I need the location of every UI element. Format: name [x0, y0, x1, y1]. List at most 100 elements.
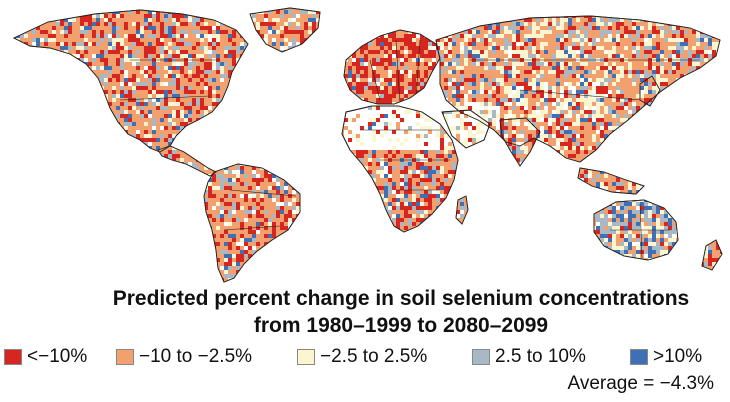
map-cell [152, 74, 156, 78]
map-cell [176, 102, 180, 106]
map-cell [600, 42, 604, 46]
map-cell [580, 106, 584, 110]
map-cell [456, 54, 460, 58]
map-cell [244, 98, 248, 102]
map-cell [596, 86, 600, 90]
map-cell [308, 54, 312, 58]
map-cell [48, 26, 52, 30]
map-cell [644, 110, 648, 114]
map-cell [248, 106, 252, 110]
map-cell [528, 66, 532, 70]
map-cell [160, 110, 164, 114]
map-cell [656, 86, 660, 90]
map-cell [32, 62, 36, 66]
map-cell [616, 98, 620, 102]
map-cell [172, 54, 176, 58]
map-cell [304, 10, 308, 14]
map-cell [324, 66, 328, 70]
map-cell [308, 38, 312, 42]
map-cell [396, 78, 400, 82]
map-cell [176, 30, 180, 34]
map-cell [388, 74, 392, 78]
map-cell [168, 86, 172, 90]
map-cell [260, 102, 264, 106]
map-cell [128, 122, 132, 126]
map-cell [724, 86, 728, 90]
map-cell [664, 50, 668, 54]
map-cell [128, 102, 132, 106]
map-cell [348, 18, 352, 22]
map-cell [700, 8, 704, 10]
map-cell [112, 118, 116, 122]
map-cell [8, 90, 12, 94]
map-cell [496, 78, 500, 82]
map-cell [480, 66, 484, 70]
map-cell [584, 30, 588, 34]
map-cell [676, 70, 680, 74]
map-cell [504, 62, 508, 66]
map-cell [680, 82, 684, 86]
map-cell [132, 78, 136, 82]
map-cell [208, 66, 212, 70]
map-cell [648, 70, 652, 74]
map-cell [400, 26, 404, 30]
map-cell [336, 62, 340, 66]
map-cell [380, 62, 384, 66]
map-cell [632, 50, 636, 54]
map-cell [432, 98, 436, 102]
map-cell [196, 62, 200, 66]
map-cell [524, 50, 528, 54]
map-cell [416, 50, 420, 54]
map-cell [456, 102, 460, 106]
map-cell [448, 74, 452, 78]
map-cell [220, 54, 224, 58]
map-cell [112, 14, 116, 18]
map-cell [152, 22, 156, 26]
map-cell [92, 118, 96, 122]
map-cell [484, 54, 488, 58]
map-cell [152, 26, 156, 30]
map-cell [72, 62, 76, 66]
map-cell [316, 90, 320, 94]
map-cell [184, 110, 188, 114]
map-cell [536, 98, 540, 102]
map-cell [96, 62, 100, 66]
map-cell [252, 30, 256, 34]
map-cell [104, 78, 108, 82]
map-cell [452, 62, 456, 66]
map-cell [644, 114, 648, 118]
map-cell [172, 66, 176, 70]
map-cell [308, 66, 312, 70]
map-cell [140, 38, 144, 42]
map-cell [120, 22, 124, 26]
map-cell [304, 54, 308, 58]
map-cell [492, 42, 496, 46]
map-cell [244, 8, 248, 10]
map-cell [8, 62, 12, 66]
map-cell [556, 42, 560, 46]
map-cell [300, 110, 304, 114]
map-cell [284, 78, 288, 82]
map-cell [180, 26, 184, 30]
map-cell [192, 8, 196, 10]
map-cell [552, 74, 556, 78]
map-cell [360, 70, 364, 74]
map-cell [348, 74, 352, 78]
map-cell [232, 122, 236, 126]
map-cell [520, 66, 524, 70]
map-cell [328, 66, 332, 70]
map-cell [168, 78, 172, 82]
map-cell [400, 8, 404, 10]
map-cell [196, 102, 200, 106]
map-cell [672, 38, 676, 42]
map-cell [588, 18, 592, 22]
map-cell [180, 70, 184, 74]
map-cell [456, 42, 460, 46]
map-cell [80, 66, 84, 70]
map-cell [64, 8, 68, 10]
map-cell [20, 106, 24, 110]
map-cell [436, 26, 440, 30]
map-cell [304, 8, 308, 10]
map-cell [380, 94, 384, 98]
map-cell [48, 74, 52, 78]
